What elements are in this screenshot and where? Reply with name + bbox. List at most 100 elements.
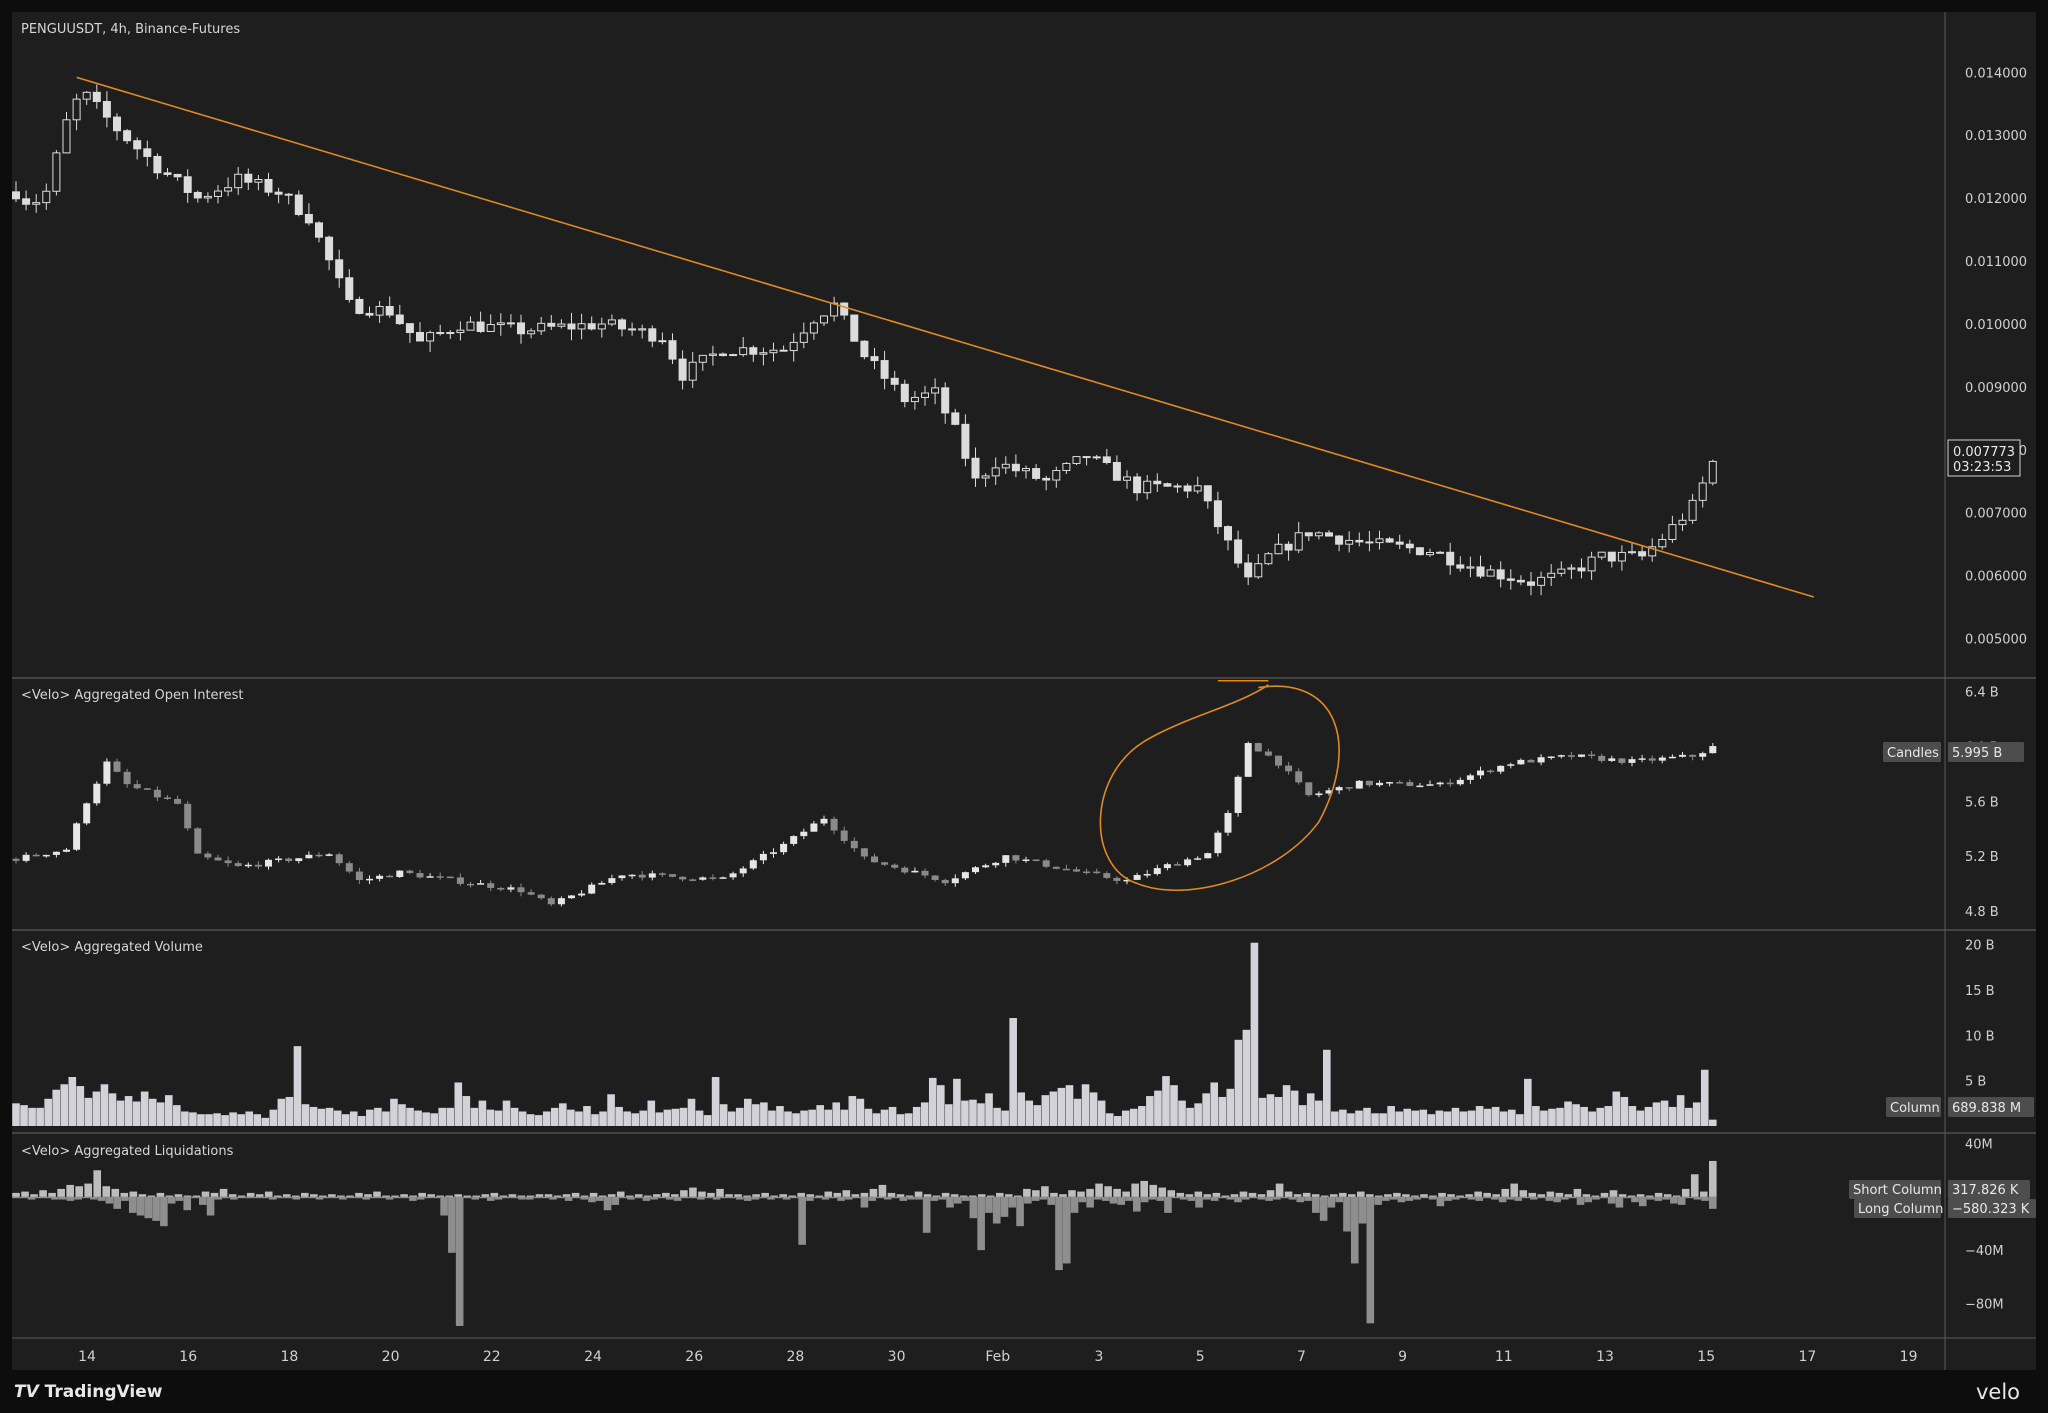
date-axis-label[interactable]: 28 bbox=[786, 1349, 804, 1365]
long-liquidation-bar bbox=[549, 1196, 557, 1200]
candle-body bbox=[234, 173, 243, 189]
volume-bar bbox=[567, 1109, 575, 1126]
price-candle bbox=[840, 302, 849, 320]
long-liquidation-bar bbox=[658, 1196, 666, 1199]
volume-last-value[interactable]: 689.838 M bbox=[1948, 1097, 2034, 1117]
oi-body bbox=[901, 867, 909, 873]
oi-body bbox=[790, 836, 798, 844]
oi-pane-title[interactable]: <Velo> Aggregated Open Interest bbox=[21, 688, 244, 703]
oi-body bbox=[1012, 855, 1020, 861]
long-liquidation-bar bbox=[1607, 1196, 1616, 1204]
short-liquidation-bar bbox=[499, 1195, 508, 1197]
chart-canvas[interactable]: 0.014000 0.013000 0.012000 0.011000 0.010000… bbox=[12, 12, 2036, 1370]
oi-candle bbox=[1264, 748, 1272, 757]
price-candle bbox=[395, 304, 404, 325]
long-liquidation-bar bbox=[378, 1196, 386, 1199]
volume-series-label[interactable]: Column bbox=[1886, 1097, 1941, 1117]
date-axis-label[interactable]: 16 bbox=[179, 1349, 197, 1365]
tradingview-logo[interactable]: 𝙏𝙑 TradingView bbox=[14, 1382, 162, 1402]
candle-body bbox=[1698, 482, 1707, 501]
price-candle bbox=[1698, 476, 1707, 508]
oi-body bbox=[658, 873, 666, 875]
date-axis-label[interactable]: 20 bbox=[382, 1349, 400, 1365]
price-candle bbox=[1496, 561, 1505, 588]
volume-bar bbox=[760, 1102, 768, 1126]
long-liquidation-bar bbox=[1304, 1196, 1312, 1201]
date-axis-label[interactable]: 11 bbox=[1495, 1349, 1513, 1365]
candle-body bbox=[971, 457, 980, 479]
date-axis-label[interactable]: 7 bbox=[1297, 1349, 1306, 1365]
candle-body bbox=[133, 140, 142, 150]
volume-bar bbox=[245, 1111, 254, 1126]
date-axis-label[interactable]: 3 bbox=[1095, 1349, 1104, 1365]
candle-body bbox=[587, 323, 596, 330]
oi-candle bbox=[739, 866, 747, 877]
oi-body bbox=[891, 864, 899, 868]
volume-bar bbox=[1411, 1110, 1420, 1126]
long-series-label[interactable]: Long Column bbox=[1854, 1199, 1943, 1218]
long-last-value[interactable]: −580.323 K bbox=[1948, 1199, 2036, 1218]
oi-last-value[interactable]: 5.995 B bbox=[1948, 742, 2024, 762]
oi-body bbox=[689, 879, 697, 881]
liquidations-pane-title[interactable]: <Velo> Aggregated Liquidations bbox=[21, 1144, 234, 1159]
date-axis-label[interactable]: 5 bbox=[1196, 1349, 1205, 1365]
date-axis-label[interactable]: 18 bbox=[280, 1349, 298, 1365]
short-liquidation-bar bbox=[986, 1195, 995, 1197]
candle-body bbox=[315, 222, 323, 238]
short-liquidation-bar bbox=[1257, 1194, 1266, 1197]
date-axis-label[interactable]: 30 bbox=[888, 1349, 906, 1365]
volume-bar bbox=[1138, 1106, 1146, 1126]
date-axis-label[interactable]: 14 bbox=[78, 1349, 96, 1365]
short-last-value[interactable]: 317.826 K bbox=[1948, 1180, 2030, 1199]
volume-bar bbox=[462, 1096, 471, 1126]
volume-bar bbox=[100, 1084, 109, 1126]
candle-body bbox=[375, 305, 384, 316]
volume-bar bbox=[679, 1107, 688, 1126]
candle-body bbox=[244, 173, 253, 183]
date-axis-label[interactable]: 9 bbox=[1398, 1349, 1407, 1365]
date-axis-label[interactable]: 19 bbox=[1900, 1349, 1918, 1365]
price-candle bbox=[1577, 558, 1586, 579]
price-candle bbox=[1153, 473, 1162, 493]
oi-body bbox=[52, 851, 60, 855]
price-candle bbox=[385, 296, 394, 318]
price-candle bbox=[1597, 551, 1606, 560]
date-axis-label[interactable]: 26 bbox=[685, 1349, 703, 1365]
velo-logo[interactable]: velo bbox=[1975, 1380, 2020, 1404]
short-series-label-text: Short Column bbox=[1853, 1183, 1942, 1198]
date-axis-label[interactable]: 17 bbox=[1798, 1349, 1816, 1365]
date-axis-label[interactable]: 22 bbox=[483, 1349, 501, 1365]
volume-bar bbox=[398, 1104, 406, 1126]
volume-bar bbox=[366, 1109, 374, 1126]
date-axis-label[interactable]: 13 bbox=[1596, 1349, 1614, 1365]
date-axis-label[interactable]: Feb bbox=[985, 1349, 1010, 1365]
date-axis-label[interactable]: 24 bbox=[584, 1349, 602, 1365]
oi-candle bbox=[941, 878, 949, 886]
oi-candle bbox=[770, 848, 777, 858]
oi-series-label[interactable]: Candles bbox=[1883, 742, 1941, 762]
candle-body bbox=[527, 330, 536, 335]
volume-bar bbox=[1660, 1100, 1669, 1126]
long-liquidation-bar bbox=[915, 1196, 923, 1200]
symbol-title[interactable]: PENGUUSDT, 4h, Binance-Futures bbox=[21, 22, 241, 37]
oi-body bbox=[1396, 782, 1404, 784]
long-liquidation-bar bbox=[19, 1196, 28, 1199]
oi-candle bbox=[376, 874, 384, 882]
oi-candle bbox=[1093, 868, 1101, 874]
long-liquidation-bar bbox=[502, 1196, 511, 1199]
price-candle bbox=[1072, 456, 1081, 465]
liquidations-axis-label: −40M bbox=[1965, 1244, 2004, 1259]
short-series-label[interactable]: Short Column bbox=[1849, 1180, 1942, 1199]
oi-candle bbox=[467, 881, 474, 888]
price-candle bbox=[1052, 466, 1061, 488]
volume-bar bbox=[438, 1107, 447, 1126]
date-axis-label[interactable]: 15 bbox=[1697, 1349, 1715, 1365]
candle-body bbox=[931, 387, 940, 394]
volume-bar bbox=[1588, 1111, 1596, 1126]
long-liquidation-bar bbox=[759, 1196, 768, 1199]
volume-pane-title[interactable]: <Velo> Aggregated Volume bbox=[21, 940, 203, 955]
candle-body bbox=[1415, 547, 1424, 556]
long-liquidation-bar bbox=[619, 1196, 627, 1199]
oi-candle bbox=[840, 826, 848, 844]
